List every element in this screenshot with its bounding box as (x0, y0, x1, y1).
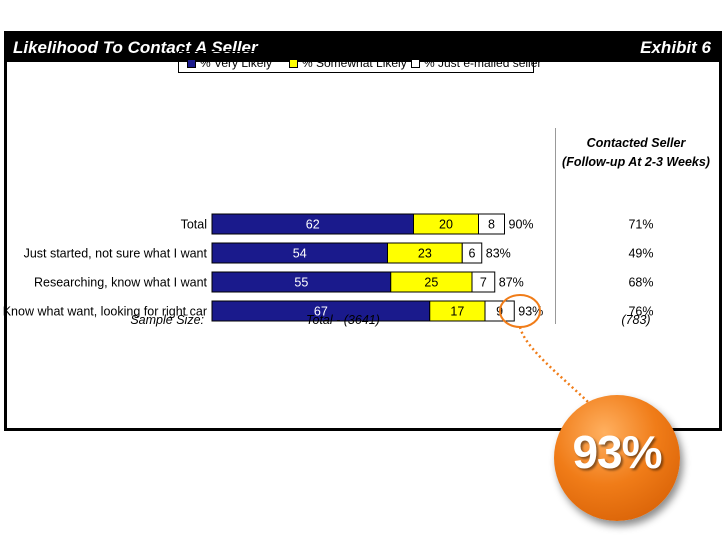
chart-title: Likelihood To Contact A Seller (13, 38, 258, 57)
legend-item-just-emailed: % Just e-mailed seller (411, 56, 541, 70)
bar-value-somewhat-likely: 17 (450, 305, 464, 319)
category-label: Know what want, looking for right car (3, 305, 207, 319)
callout-value: 93% (572, 426, 662, 478)
legend-swatch-somewhat-likely (289, 59, 298, 68)
bar-value-just-emailed: 8 (488, 218, 495, 232)
bar-value-just-emailed: 7 (480, 276, 487, 290)
bar-value-somewhat-likely: 23 (418, 247, 432, 261)
callout-dotted-line (518, 326, 589, 403)
bar-segment-just-emailed (461, 242, 483, 264)
sample-size-contacted: (783) (621, 313, 651, 327)
bar-value-somewhat-likely: 20 (439, 218, 453, 232)
legend-item-somewhat-likely: % Somewhat Likely (289, 56, 407, 70)
exhibit-label: Exhibit 6 (640, 38, 711, 57)
bar-value-very-likely: 55 (294, 276, 308, 290)
exhibit-frame: Likelihood To Contact A Seller Exhibit 6 (4, 31, 722, 431)
contacted-seller-value: 68% (628, 276, 653, 290)
legend: % Very Likely % Somewhat Likely % Just e… (178, 51, 541, 73)
sample-size-total: Total - (3641) (306, 313, 380, 327)
contacted-seller-heading: Contacted Seller (Follow-up At 2-3 Weeks… (560, 134, 712, 172)
bar-segment-just-emailed (478, 213, 505, 235)
bar-total-label: 87% (499, 276, 524, 290)
category-label: Just started, not sure what I want (24, 247, 208, 261)
category-label: Researching, know what I want (34, 276, 208, 290)
callout-bubble: 93% (554, 395, 680, 521)
bar-total-label: 83% (486, 247, 511, 261)
bar-total-label: 93% (518, 305, 543, 319)
category-label: Total (181, 218, 207, 232)
legend-label-just-emailed: % Just e-mailed seller (424, 56, 542, 70)
sample-size-label: Sample Size: (130, 313, 204, 327)
bar-value-very-likely: 67 (314, 305, 328, 319)
contacted-heading-line2: (Follow-up At 2-3 Weeks) (562, 155, 710, 169)
callout-highlight-ring (499, 294, 541, 328)
legend-label-very-likely: % Very Likely (200, 56, 273, 70)
bar-value-just-emailed: 6 (469, 247, 476, 261)
bar-value-very-likely: 54 (293, 247, 307, 261)
bar-total-label: 90% (509, 218, 534, 232)
contacted-seller-value: 71% (628, 218, 653, 232)
legend-swatch-just-emailed (411, 59, 420, 68)
legend-item-very-likely: % Very Likely (187, 56, 272, 70)
contacted-seller-value: 49% (628, 247, 653, 261)
bar-value-somewhat-likely: 25 (424, 276, 438, 290)
contacted-seller-value: 76% (628, 305, 653, 319)
contacted-heading-line1: Contacted Seller (586, 136, 686, 150)
exhibit-header: Likelihood To Contact A Seller Exhibit 6 (7, 34, 719, 62)
bar-segment-just-emailed (471, 271, 496, 293)
bar-value-very-likely: 62 (306, 218, 320, 232)
column-divider (555, 128, 556, 324)
legend-swatch-very-likely (187, 59, 196, 68)
legend-label-somewhat-likely: % Somewhat Likely (302, 56, 407, 70)
